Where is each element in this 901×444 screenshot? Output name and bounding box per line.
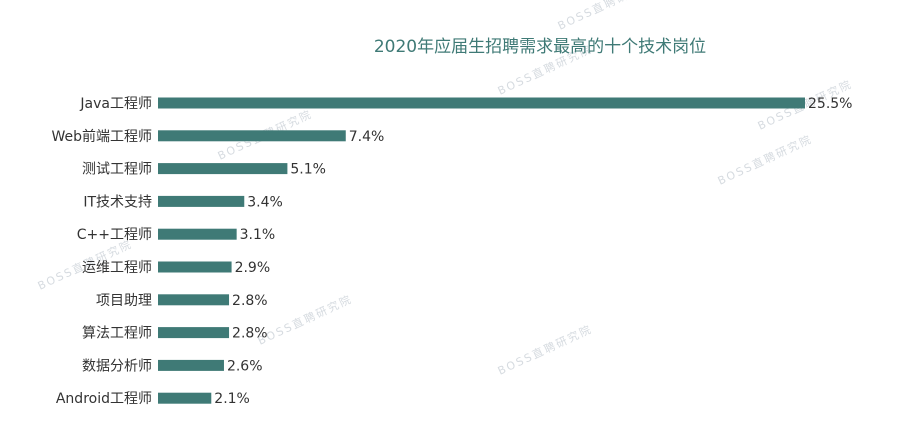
bar bbox=[158, 261, 232, 273]
data-label: 2.1% bbox=[214, 391, 250, 407]
data-label: 2.6% bbox=[227, 358, 263, 374]
category-label: 数据分析师 bbox=[82, 358, 152, 374]
category-label: IT技术支持 bbox=[83, 194, 152, 210]
data-label: 5.1% bbox=[290, 162, 326, 178]
data-label: 2.8% bbox=[232, 293, 268, 309]
bar bbox=[158, 392, 212, 404]
data-label: 3.4% bbox=[247, 194, 283, 210]
category-label: C++工程师 bbox=[77, 227, 152, 243]
category-label: Java工程师 bbox=[79, 96, 152, 112]
bar bbox=[158, 359, 224, 371]
bars-layer: Java工程师 25.5% Web前端工程师 7.4% 测试工程师 5.1% IT技术支持 3… bbox=[51, 96, 852, 407]
category-label: 项目助理 bbox=[96, 293, 152, 309]
data-label: 7.4% bbox=[349, 129, 385, 145]
watermark-text: BOSS直聘研究院 bbox=[495, 322, 594, 378]
watermark-text: BOSS直聘研究院 bbox=[715, 132, 814, 188]
data-label: 2.8% bbox=[232, 326, 268, 342]
bar bbox=[158, 228, 237, 240]
bar bbox=[158, 97, 805, 109]
bar bbox=[158, 163, 288, 175]
category-label: Web前端工程师 bbox=[51, 128, 152, 145]
category-label: 算法工程师 bbox=[82, 326, 152, 342]
watermark-text: BOSS直聘研究院 bbox=[255, 292, 354, 348]
chart-title: 2020年应届生招聘需求最高的十个技术岗位 bbox=[374, 37, 706, 57]
category-label: Android工程师 bbox=[56, 391, 152, 407]
data-label: 3.1% bbox=[240, 227, 276, 243]
data-label: 25.5% bbox=[808, 96, 852, 112]
category-label: 测试工程师 bbox=[82, 162, 152, 178]
data-label: 2.9% bbox=[235, 260, 271, 276]
bar bbox=[158, 327, 230, 339]
bar bbox=[158, 195, 245, 207]
category-label: 运维工程师 bbox=[82, 260, 152, 276]
bar bbox=[158, 294, 230, 306]
watermark-text: BOSS直聘研究院 bbox=[555, 0, 654, 33]
bar bbox=[158, 130, 346, 142]
